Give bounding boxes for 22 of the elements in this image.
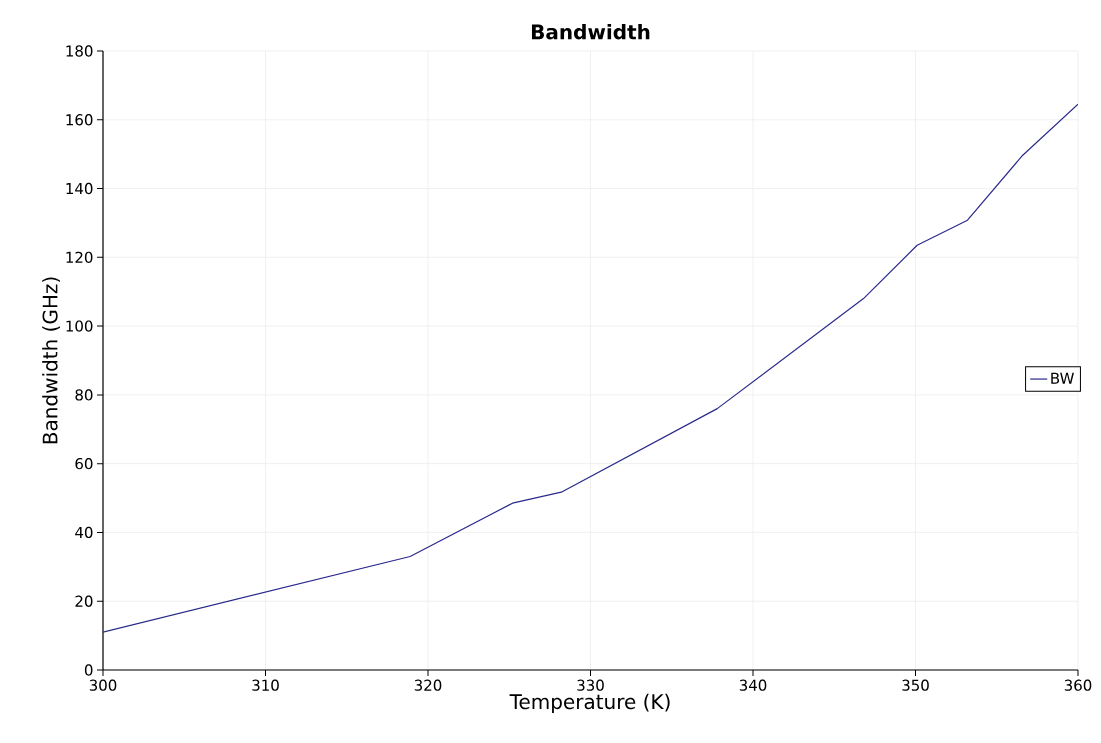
x-tick-label: 320	[414, 679, 442, 691]
y-tick-label: 100	[66, 320, 93, 332]
y-axis-title: Bandwidth (GHz)	[42, 277, 60, 444]
y-tick-label: 180	[66, 45, 93, 57]
y-tick-label: 20	[75, 595, 93, 607]
x-axis-title: Temperature (K)	[509, 693, 670, 714]
y-tick-label: 0	[84, 664, 93, 676]
x-tick-label: 340	[739, 679, 767, 691]
y-tick-label: 140	[66, 182, 93, 195]
x-tick-label: 300	[89, 679, 117, 691]
line-series	[103, 103, 1078, 633]
chart-title: Bandwidth	[531, 23, 650, 40]
y-tick-label: 160	[66, 114, 93, 126]
y-tick-label: 60	[75, 457, 93, 470]
legend-label: BW	[1051, 372, 1074, 384]
x-tick-label: 360	[1064, 679, 1092, 691]
y-tick-label: 80	[75, 389, 93, 401]
y-tick-label: 40	[75, 526, 93, 539]
y-tick-label: 120	[66, 251, 93, 263]
x-tick-label: 330	[577, 679, 604, 691]
x-tick-label: 350	[902, 679, 929, 691]
x-tick-label: 310	[252, 679, 279, 691]
